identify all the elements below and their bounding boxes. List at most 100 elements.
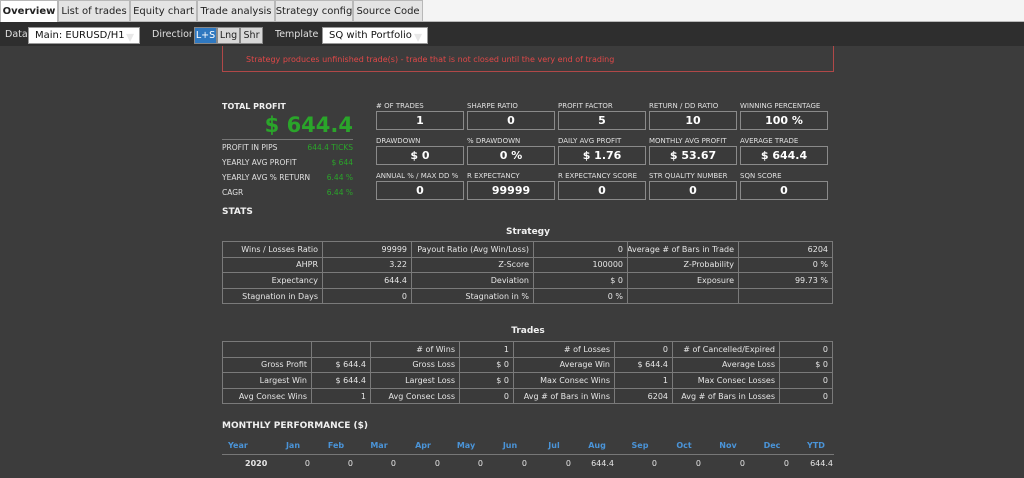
- table-cell: 6204: [614, 387, 673, 405]
- metric-label: # OF TRADES: [376, 102, 424, 110]
- table-cell: $ 644.4: [311, 372, 371, 389]
- warning-text: Strategy produces unfinished trade(s) - …: [246, 55, 615, 64]
- month-header: Oct: [676, 441, 692, 450]
- total-profit-label: TOTAL PROFIT: [222, 102, 286, 111]
- table-cell: 0: [779, 387, 833, 405]
- direction-button[interactable]: L+S: [194, 27, 217, 44]
- metric-label: AVERAGE TRADE: [740, 137, 799, 145]
- metric-label: DAILY AVG PROFIT: [558, 137, 622, 145]
- table-cell: 100000: [533, 256, 628, 274]
- month-value: 0: [390, 459, 396, 468]
- tab[interactable]: Strategy config: [275, 0, 353, 22]
- data-label: Data: [5, 28, 28, 40]
- metric-label: PROFIT FACTOR: [558, 102, 613, 110]
- table-cell: $ 0: [459, 372, 514, 389]
- month-value: 0: [304, 459, 310, 468]
- metric-label: SHARPE RATIO: [467, 102, 518, 110]
- template-dropdown[interactable]: SQ with Portfolio: [322, 27, 428, 44]
- summary-value: $ 644: [331, 158, 353, 167]
- table-cell: Average Loss: [672, 356, 780, 374]
- metric-value: 99999: [467, 181, 555, 200]
- month-value: 0: [651, 459, 657, 468]
- metric-label: WINNING PERCENTAGE: [740, 102, 821, 110]
- table-cell: 1: [311, 387, 371, 405]
- table-cell: Avg Consec Loss: [370, 387, 460, 405]
- summary-value: 6.44 %: [326, 188, 353, 197]
- month-value: 0: [565, 459, 571, 468]
- summary-label: CAGR: [222, 188, 244, 197]
- summary-value: 6.44 %: [326, 173, 353, 182]
- tab[interactable]: Equity chart: [130, 0, 197, 22]
- data-dropdown[interactable]: Main: EURUSD/H1: [28, 27, 140, 44]
- month-header: Apr: [415, 441, 431, 450]
- month-value: 0: [347, 459, 353, 468]
- metric-label: RETURN / DD RATIO: [649, 102, 719, 110]
- tab[interactable]: Source Code: [353, 0, 423, 22]
- direction-button[interactable]: Lng: [217, 27, 240, 44]
- metric-value: 0: [558, 181, 646, 200]
- table-cell: Gross Profit: [222, 356, 312, 374]
- metric-value: 0: [376, 181, 464, 200]
- month-header: Jun: [502, 441, 518, 450]
- month-value: 644.4: [591, 459, 614, 468]
- table-cell: [627, 287, 739, 305]
- metric-value: 0: [467, 111, 555, 130]
- metric-label: MONTHLY AVG PROFIT: [649, 137, 727, 145]
- month-value: 0: [477, 459, 483, 468]
- table-cell: Avg # of Bars in Losses: [672, 387, 780, 405]
- divider: [222, 454, 834, 455]
- table-cell: 0 %: [533, 287, 628, 305]
- monthly-title: MONTHLY PERFORMANCE ($): [222, 421, 369, 431]
- toolbar: [0, 22, 1024, 46]
- table-cell: Z-Score: [411, 256, 534, 274]
- table-cell: 3.22: [322, 256, 412, 274]
- direction-label: Direction: [152, 28, 192, 40]
- month-value: 0: [739, 459, 745, 468]
- total-profit-value: $ 644.4: [264, 113, 353, 137]
- month-header: Dec: [763, 441, 781, 450]
- strategy-title: Strategy: [505, 227, 550, 237]
- dropdown-arrow: ▾: [126, 27, 135, 44]
- tab[interactable]: Overview: [0, 0, 58, 22]
- table-cell: Largest Loss: [370, 372, 460, 389]
- table-cell: 6204: [738, 241, 833, 258]
- month-header: Mar: [370, 441, 388, 450]
- table-cell: Stagnation in Days: [222, 287, 323, 305]
- table-cell: AHPR: [222, 256, 323, 274]
- metric-value: 0: [740, 181, 828, 200]
- table-cell: Largest Win: [222, 372, 312, 389]
- metric-value: $ 53.67: [649, 146, 737, 165]
- metric-label: STR QUALITY NUMBER: [649, 172, 728, 180]
- tab[interactable]: Trade analysis: [197, 0, 275, 22]
- metric-label: DRAWDOWN: [376, 137, 421, 145]
- table-cell: $ 0: [459, 356, 514, 374]
- month-header: May: [456, 441, 476, 450]
- month-header: Jul: [548, 441, 560, 450]
- tab[interactable]: List of trades: [58, 0, 130, 22]
- table-cell: Avg Consec Wins: [222, 387, 312, 405]
- month-header: Nov: [719, 441, 737, 450]
- month-header: Feb: [327, 441, 345, 450]
- table-cell: [311, 341, 371, 358]
- direction-button[interactable]: Shr: [240, 27, 263, 44]
- metric-value: $ 1.76: [558, 146, 646, 165]
- table-cell: Exposure: [627, 272, 739, 289]
- metric-label: SQN SCORE: [740, 172, 782, 180]
- table-cell: [738, 287, 833, 305]
- template-label: Template: [275, 28, 319, 40]
- month-header: YTD: [807, 441, 825, 450]
- month-header: Sep: [631, 441, 649, 450]
- table-cell: 1: [614, 372, 673, 389]
- warning-box: [222, 46, 834, 72]
- table-cell: 644.4: [322, 272, 412, 289]
- table-cell: 99999: [322, 241, 412, 258]
- trades-title: Trades: [511, 326, 545, 336]
- metric-value: $ 0: [376, 146, 464, 165]
- table-cell: Expectancy: [222, 272, 323, 289]
- month-value: 0: [695, 459, 701, 468]
- table-cell: 99.73 %: [738, 272, 833, 289]
- table-cell: [222, 341, 312, 358]
- month-value: 644.4: [810, 459, 833, 468]
- table-cell: Avg # of Bars in Wins: [513, 387, 615, 405]
